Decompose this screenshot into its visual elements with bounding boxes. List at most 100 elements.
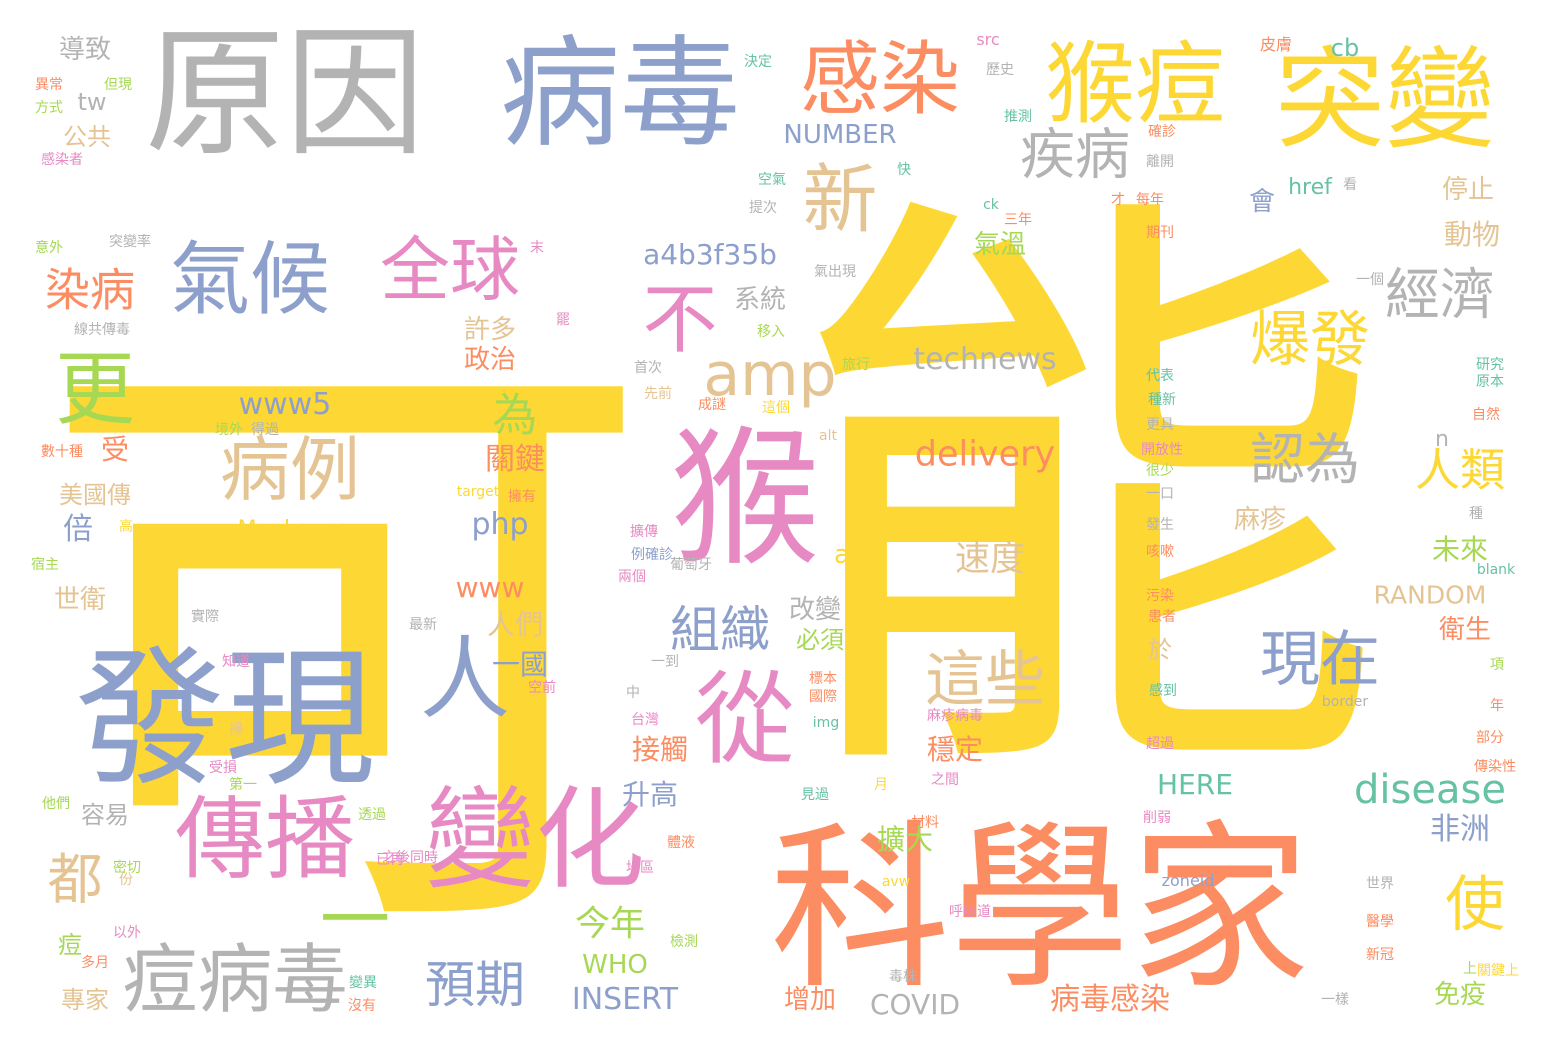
word: 動物 xyxy=(1443,218,1501,251)
word: cb xyxy=(1330,34,1360,62)
word: 痘病毒 xyxy=(122,935,348,1024)
word: zoneid xyxy=(1161,871,1215,890)
word: 年 xyxy=(1490,698,1504,714)
word: 原本 xyxy=(1476,374,1504,390)
word: 這些 xyxy=(925,645,1045,715)
word: NUMBER xyxy=(783,120,897,150)
word: 衛生 xyxy=(1438,615,1492,645)
word: 上 xyxy=(1463,961,1477,977)
word: 削弱 xyxy=(1143,810,1171,826)
word: 速度 xyxy=(954,539,1026,580)
word: 麻疹 xyxy=(1233,505,1287,535)
word: 實際 xyxy=(191,609,219,625)
word: 空氣 xyxy=(758,172,786,188)
word: n xyxy=(1435,427,1449,452)
word: border xyxy=(1321,694,1369,710)
word: 快 xyxy=(897,162,911,178)
word: 氣候 xyxy=(170,233,330,326)
word: 最新 xyxy=(409,617,437,633)
word: 份 xyxy=(119,872,133,888)
word: 擴大 xyxy=(876,823,934,856)
word: 感染者 xyxy=(41,152,83,168)
word: 都 xyxy=(47,847,103,912)
word: 境外 xyxy=(215,422,243,438)
word: 研究 xyxy=(1476,357,1504,373)
word: 全球 xyxy=(380,229,520,311)
word: 離開 xyxy=(1146,154,1174,170)
word: 感染 xyxy=(800,33,960,126)
word: 每年 xyxy=(1136,192,1164,208)
word: 咳嗽 xyxy=(1146,544,1174,560)
word: amp xyxy=(703,340,837,410)
word: 透過 xyxy=(358,807,386,823)
word: 預期 xyxy=(425,956,525,1014)
word: 新 xyxy=(802,155,878,244)
word: 得過 xyxy=(251,422,279,438)
word: 改變 xyxy=(788,595,842,625)
word: 猴痘 xyxy=(1045,32,1225,137)
word: 未來 xyxy=(1431,533,1489,566)
word: 不 xyxy=(642,275,718,364)
word: 三年 xyxy=(1004,212,1032,228)
word: 台灣 xyxy=(631,712,659,728)
word: 已再 xyxy=(376,852,404,868)
word: 空前 xyxy=(528,680,556,696)
word: a4b3f35b xyxy=(643,238,777,271)
word: 一樣 xyxy=(1321,992,1349,1008)
word: 例確診 xyxy=(631,547,673,563)
word: 使 xyxy=(1445,870,1505,940)
word: 傳播 xyxy=(175,787,355,892)
word: 猴 xyxy=(669,413,821,587)
word: 葡萄牙 xyxy=(670,557,712,573)
word: alt xyxy=(819,428,837,444)
word: 歷史 xyxy=(986,62,1014,78)
word: 停止 xyxy=(1441,175,1495,205)
word: 染病 xyxy=(44,263,136,317)
word: 痘 xyxy=(58,931,82,959)
word: delivery xyxy=(914,434,1056,475)
word: 感到 xyxy=(1149,683,1177,699)
word: 成謎 xyxy=(698,397,726,413)
word: www xyxy=(455,571,525,604)
word: 必須 xyxy=(796,626,844,654)
word: 世衛 xyxy=(53,585,107,615)
word: 一個 xyxy=(1356,272,1384,288)
word: 一國 xyxy=(491,648,549,681)
word: 新冠 xyxy=(1366,947,1394,963)
word: 這個 xyxy=(762,400,790,416)
word: 可 xyxy=(35,289,655,1010)
word: 標本 xyxy=(809,671,837,687)
word: 但現 xyxy=(104,77,132,93)
word: img xyxy=(812,715,840,731)
word: 皮膚 xyxy=(1259,35,1293,54)
word: RANDOM xyxy=(1373,580,1487,610)
word: Monkeypox xyxy=(237,517,363,542)
word: 國際 xyxy=(809,689,837,705)
word: 關鍵上 xyxy=(1477,963,1519,979)
word: 氣溫 xyxy=(973,230,1027,260)
word: 美國傳 xyxy=(59,481,131,509)
word: 高 xyxy=(119,519,133,535)
word: HERE xyxy=(1157,768,1233,801)
word: 傳染性 xyxy=(1474,759,1516,775)
word: disease xyxy=(1354,767,1506,813)
word: 才 xyxy=(1111,192,1125,208)
word: 導致 xyxy=(58,35,112,65)
word: 更具 xyxy=(1146,417,1174,433)
word: blank xyxy=(1476,562,1516,578)
word: 見過 xyxy=(801,787,829,803)
word: 旅行 xyxy=(842,357,870,373)
word: 意外 xyxy=(35,240,63,256)
word: 穩定 xyxy=(926,733,984,766)
word: 檢測 xyxy=(670,934,698,950)
word: 密切 xyxy=(113,860,141,876)
word: 材料 xyxy=(911,815,939,831)
word: 數十種 xyxy=(41,444,83,460)
word: 毒株 xyxy=(889,969,917,985)
word: 政治 xyxy=(463,345,517,375)
word: 認為 xyxy=(1249,427,1361,492)
word: 種新 xyxy=(1148,392,1176,408)
word: 醫學 xyxy=(1366,914,1394,930)
word: 升高 xyxy=(621,778,679,811)
